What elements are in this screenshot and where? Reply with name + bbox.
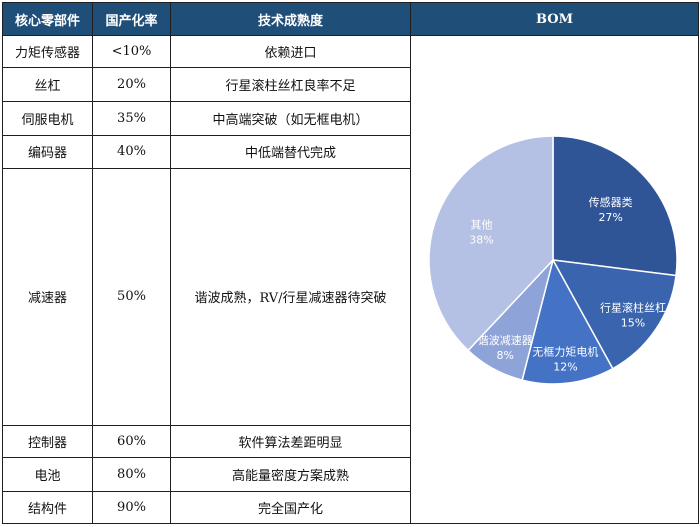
bom-pie-cell: 传感器类 27% 行星滚柱丝杠 15% 无框力矩电机 12% 谐波减速器 8% 其他 38% <box>410 35 699 524</box>
table-row: 结构件 90% 完全国产化 <box>2 490 699 525</box>
table-row: 伺服电机 35% 中高端突破（如无框电机） <box>2 101 699 137</box>
part-cell: 丝杠 <box>2 67 93 103</box>
maturity-cell: 谐波成熟，RV/行星减速器待突破 <box>170 167 411 426</box>
table-row: 电池 80% 高能量密度方案成熟 <box>2 456 699 492</box>
rate-cell: 35% <box>92 101 171 137</box>
maturity-cell: 软件算法差距明显 <box>170 424 411 458</box>
slice-percent-label: 27% <box>598 211 622 224</box>
slice-label: 行星滚柱丝杠 <box>599 300 665 314</box>
slice-percent-label: 15% <box>620 316 644 329</box>
slice-percent-label: 38% <box>469 233 493 246</box>
maturity-cell: 完全国产化 <box>170 490 411 525</box>
rate-cell: 50% <box>92 167 171 426</box>
header-rate: 国产化率 <box>92 2 171 36</box>
maturity-cell: 行星滚柱丝杠良率不足 <box>170 67 411 103</box>
table-row: 减速器 50% 谐波成熟，RV/行星减速器待突破 <box>2 167 699 426</box>
maturity-cell: 高能量密度方案成熟 <box>170 456 411 492</box>
header-bom: BOM <box>410 2 699 36</box>
pie-slice <box>427 134 554 351</box>
slice-label: 其他 <box>470 218 492 231</box>
rate-cell: 80% <box>92 456 171 492</box>
part-cell: 控制器 <box>2 424 93 458</box>
table-row: 丝杠 20% 行星滚柱丝杠良率不足 <box>2 67 699 103</box>
table-row: 编码器 40% 中低端替代完成 <box>2 135 699 169</box>
maturity-cell: 中高端突破（如无框电机） <box>170 101 411 137</box>
rate-cell: 90% <box>92 490 171 525</box>
slice-percent-label: 12% <box>553 360 577 373</box>
table-row: 控制器 60% 软件算法差距明显 <box>2 424 699 458</box>
slice-label: 传感器类 <box>588 195 632 209</box>
rate-cell: 60% <box>92 424 171 458</box>
slice-label: 无框力矩电机 <box>532 344 598 358</box>
header-part: 核心零部件 <box>2 2 93 36</box>
table-header-row: 核心零部件 国产化率 技术成熟度 BOM <box>2 2 699 36</box>
table-row: 力矩传感器 <10% 依赖进口传感器类 27% 行星滚柱丝杠 15% 无框力矩电机 12% 谐波… <box>2 34 699 524</box>
maturity-cell: 依赖进口 <box>170 34 411 69</box>
pie-slice <box>551 134 678 276</box>
slice-percent-label: 8% <box>496 348 513 361</box>
part-cell: 力矩传感器 <box>2 34 93 69</box>
rate-cell: <10% <box>92 34 171 69</box>
maturity-cell: 中低端替代完成 <box>170 135 411 169</box>
part-cell: 结构件 <box>2 490 93 525</box>
part-cell: 减速器 <box>2 167 93 426</box>
rate-cell: 40% <box>92 135 171 169</box>
part-cell: 电池 <box>2 456 93 492</box>
bom-pie-chart: 传感器类 27% 行星滚柱丝杠 15% 无框力矩电机 12% 谐波减速器 8% 其他 38% <box>427 134 678 385</box>
header-maturity: 技术成熟度 <box>170 2 411 36</box>
rate-cell: 20% <box>92 67 171 103</box>
pie-slice <box>551 258 677 370</box>
slice-label: 谐波减速器 <box>477 332 532 346</box>
pie-slice <box>520 257 614 385</box>
part-cell: 伺服电机 <box>2 101 93 137</box>
part-cell: 编码器 <box>2 135 93 169</box>
